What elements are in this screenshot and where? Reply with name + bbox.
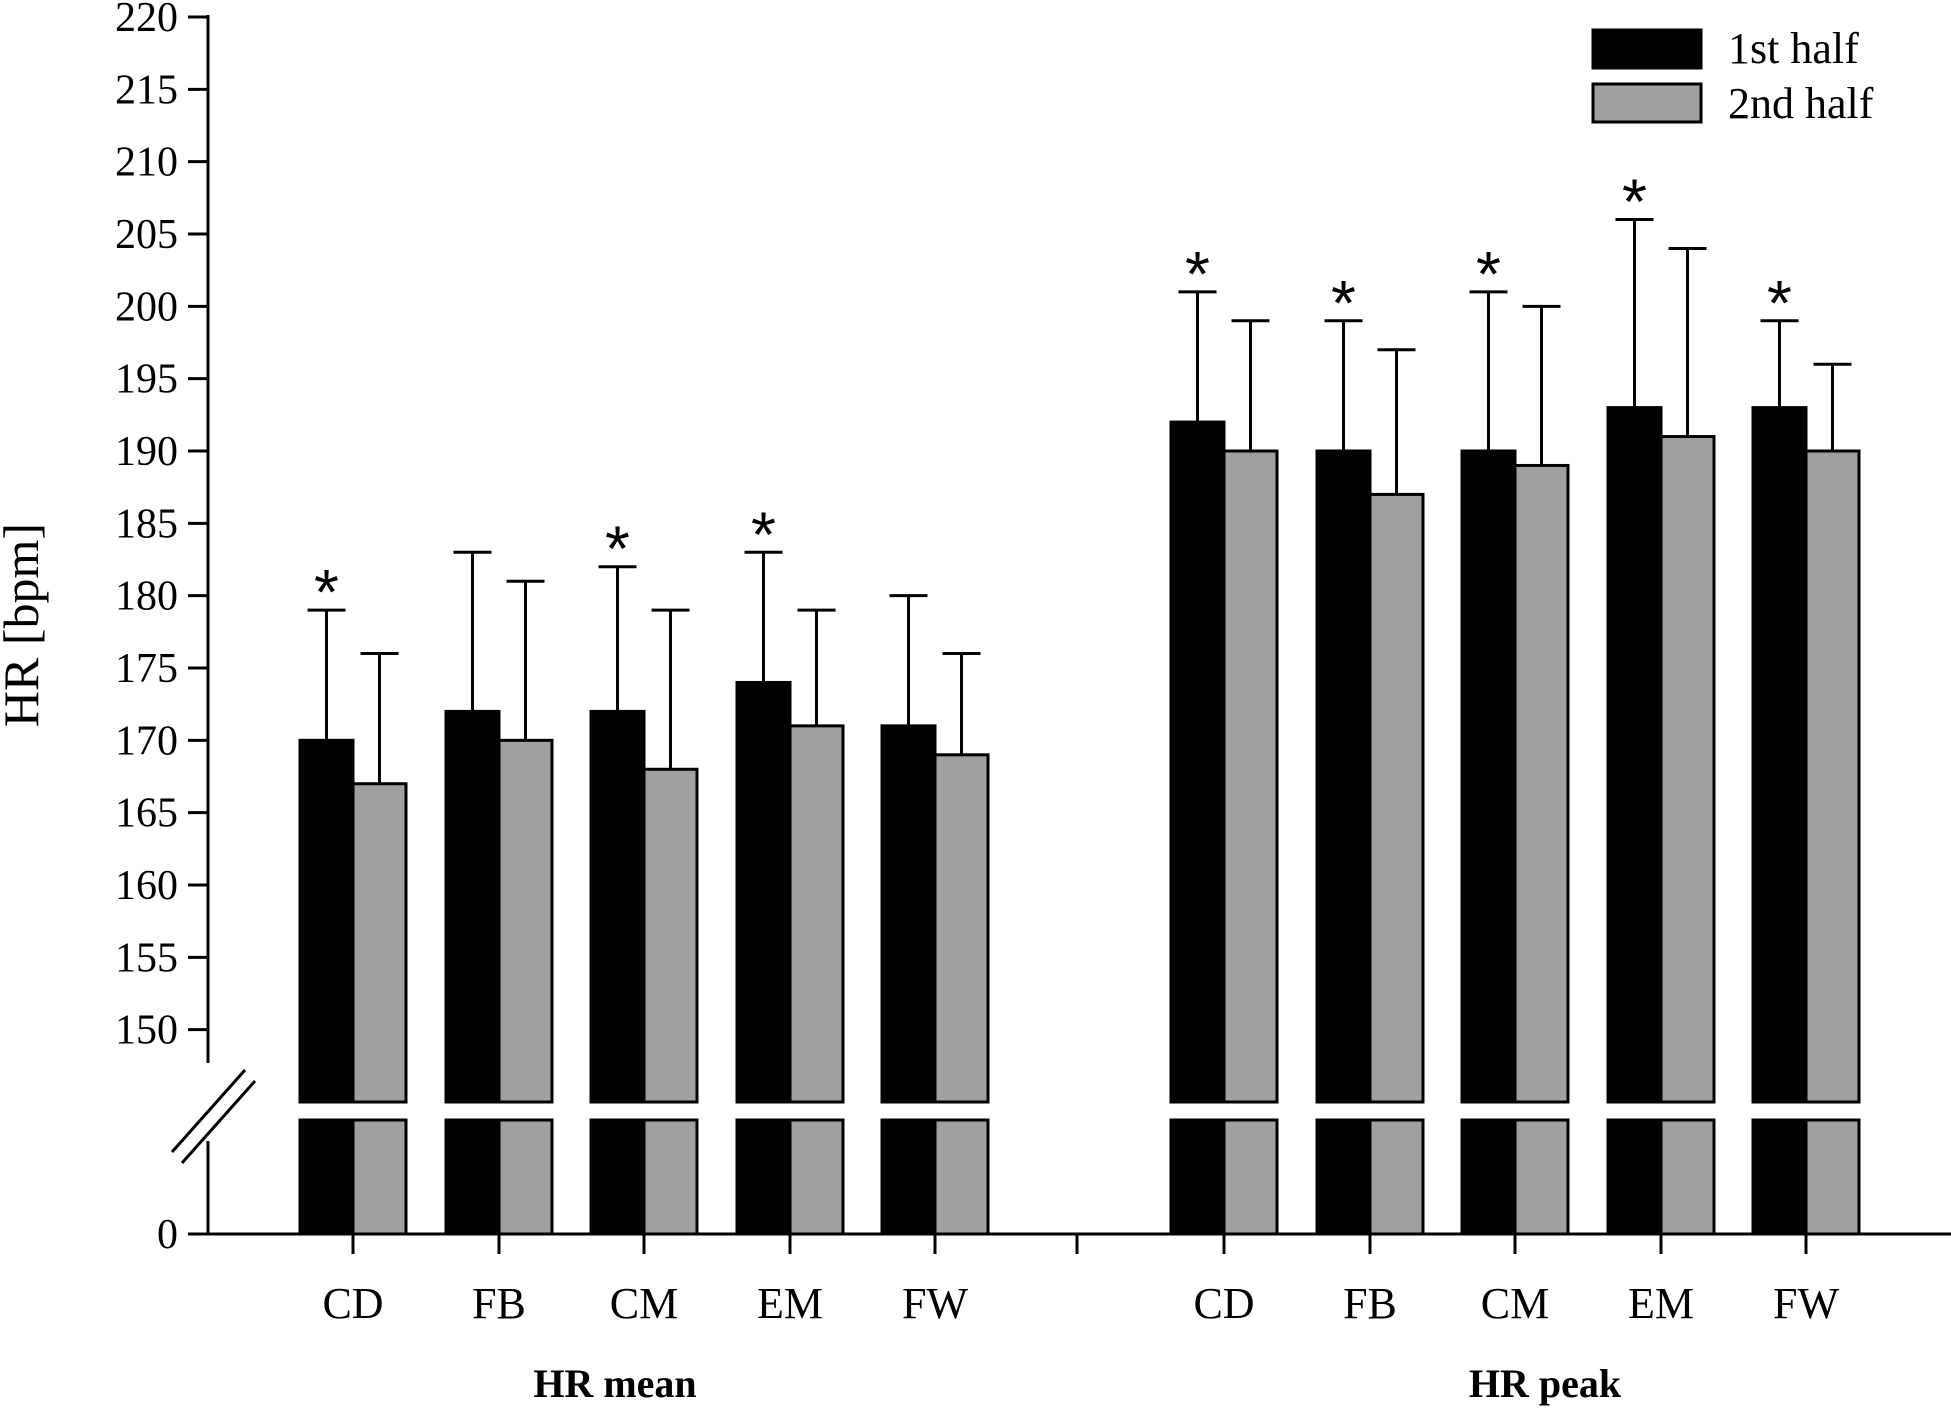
bar-2nd-half-base	[1659, 1118, 1716, 1236]
bar-1st-half-base	[880, 1118, 937, 1236]
legend-swatch-2nd-half	[1591, 82, 1703, 124]
bar-2nd-half-base	[1368, 1118, 1425, 1236]
bar-1st-half	[735, 680, 792, 1104]
bar-2nd-half-base	[1222, 1118, 1279, 1236]
bar-1st-half	[298, 738, 355, 1104]
bar-2nd-half	[351, 782, 408, 1104]
y-tick-label: 175	[115, 646, 178, 692]
significance-marker: *	[1622, 166, 1647, 238]
bar-1st-half	[589, 709, 646, 1104]
group-label: HR mean	[533, 1361, 696, 1406]
bar-1st-half-base	[1315, 1118, 1372, 1236]
bar-2nd-half-base	[788, 1118, 845, 1236]
significance-marker: *	[751, 498, 776, 570]
bar-1st-half-base	[298, 1118, 355, 1236]
bar-2nd-half-base	[933, 1118, 990, 1236]
bar-1st-half-base	[444, 1118, 501, 1236]
bar-2nd-half-base	[497, 1118, 554, 1236]
bar-1st-half-base	[1460, 1118, 1517, 1236]
axis-break-mark	[170, 1069, 247, 1153]
bar-1st-half-base	[1751, 1118, 1808, 1236]
bar-2nd-half	[642, 767, 699, 1104]
bar-2nd-half-base	[351, 1118, 408, 1236]
y-tick-label: 165	[115, 791, 178, 837]
bar-2nd-half	[788, 724, 845, 1104]
y-tick-label: 160	[115, 863, 178, 909]
y-axis-label: HR [bpm]	[0, 523, 49, 727]
bar-2nd-half-base	[642, 1118, 699, 1236]
bar-1st-half-base	[735, 1118, 792, 1236]
group-label: HR peak	[1469, 1361, 1622, 1406]
significance-marker: *	[1767, 267, 1792, 339]
y-tick-label: 220	[115, 0, 178, 41]
axis-break-mark	[180, 1080, 257, 1164]
significance-marker: *	[605, 513, 630, 585]
x-category-label: FW	[902, 1279, 968, 1328]
x-category-label: CM	[610, 1279, 678, 1328]
bar-2nd-half	[1513, 463, 1570, 1104]
bar-1st-half	[444, 709, 501, 1104]
legend-swatch-1st-half	[1591, 28, 1703, 70]
bar-2nd-half-base	[1513, 1118, 1570, 1236]
x-category-label: FB	[1343, 1279, 1397, 1328]
y-tick-label: 0	[157, 1212, 178, 1258]
bar-2nd-half	[1659, 435, 1716, 1104]
bar-1st-half	[1460, 449, 1517, 1104]
y-tick-label: 185	[115, 501, 178, 547]
x-category-label: CM	[1481, 1279, 1549, 1328]
bar-2nd-half	[933, 753, 990, 1104]
x-category-label: CD	[322, 1279, 383, 1328]
x-category-label: FW	[1773, 1279, 1839, 1328]
y-tick-label: 215	[115, 67, 178, 113]
bar-2nd-half	[1222, 449, 1279, 1104]
bar-2nd-half-base	[1804, 1118, 1861, 1236]
y-tick-label: 170	[115, 718, 178, 764]
x-category-label: FB	[472, 1279, 526, 1328]
bar-1st-half	[1169, 420, 1226, 1104]
bar-1st-half-base	[1169, 1118, 1226, 1236]
bar-2nd-half	[1368, 492, 1425, 1104]
x-category-label: EM	[757, 1279, 823, 1328]
legend-label-2nd-half: 2nd half	[1728, 79, 1874, 128]
bar-1st-half	[1751, 406, 1808, 1104]
significance-marker: *	[314, 556, 339, 628]
y-tick-label: 210	[115, 140, 178, 186]
y-tick-label: 155	[115, 935, 178, 981]
bar-1st-half	[1606, 406, 1663, 1104]
y-tick-label: 190	[115, 429, 178, 475]
significance-marker: *	[1331, 267, 1356, 339]
y-tick-label: 200	[115, 284, 178, 330]
y-tick-label: 205	[115, 212, 178, 258]
bar-2nd-half	[497, 738, 554, 1104]
x-category-label: EM	[1628, 1279, 1694, 1328]
y-tick-label: 180	[115, 574, 178, 620]
bar-1st-half	[880, 724, 937, 1104]
x-category-label: CD	[1193, 1279, 1254, 1328]
bar-1st-half-base	[1606, 1118, 1663, 1236]
significance-marker: *	[1476, 238, 1501, 310]
bar-2nd-half	[1804, 449, 1861, 1104]
legend-label-1st-half: 1st half	[1728, 24, 1859, 73]
significance-marker: *	[1185, 238, 1210, 310]
bar-1st-half-base	[589, 1118, 646, 1236]
y-tick-label: 150	[115, 1008, 178, 1054]
bar-1st-half	[1315, 449, 1372, 1104]
y-tick-label: 195	[115, 357, 178, 403]
